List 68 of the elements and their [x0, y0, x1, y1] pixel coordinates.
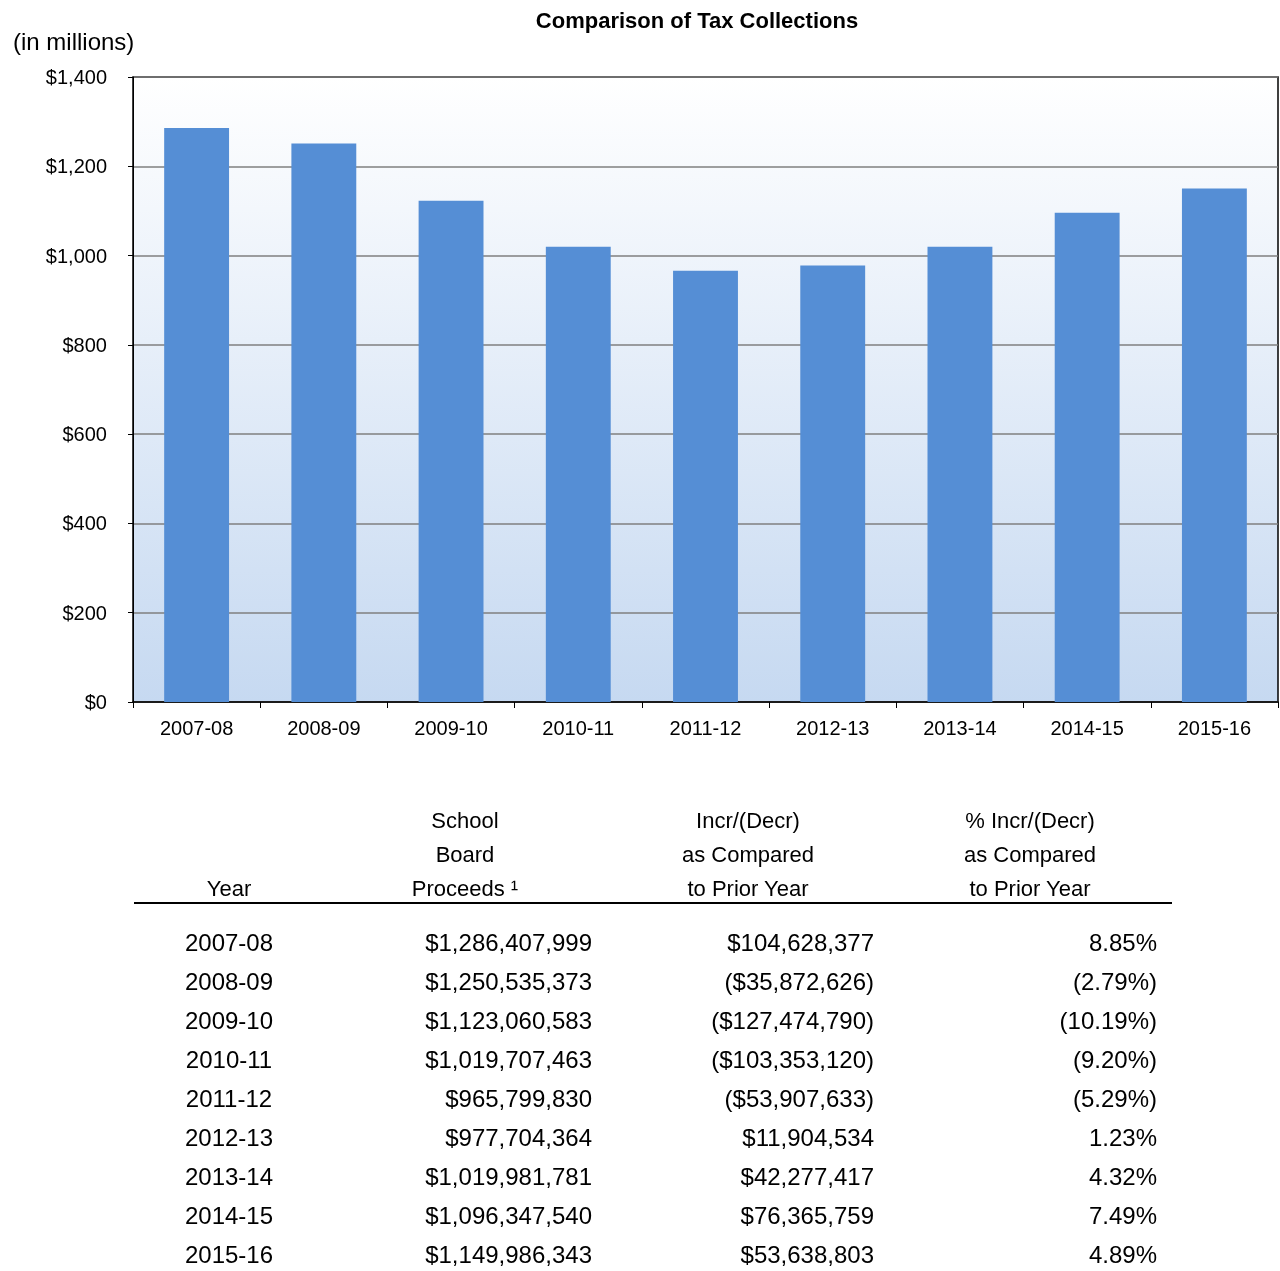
y-tick-label: $800: [62, 333, 107, 356]
x-tick-label: 2015-16: [1177, 717, 1252, 739]
text: $53,638,803: [740, 1241, 874, 1268]
text: 4.32%: [1088, 1163, 1157, 1190]
text: $977,704,364: [445, 1124, 592, 1151]
bar: [164, 127, 230, 702]
text: $104,628,377: [727, 929, 874, 956]
text: 2011-12: [185, 1085, 273, 1112]
text: 8.85%: [1088, 929, 1157, 956]
text: 7.49%: [1088, 1202, 1157, 1229]
bar: [673, 270, 738, 702]
text: 2009-10: [184, 1007, 274, 1034]
x-tick-label: 2007-08: [159, 717, 234, 739]
bar: [545, 246, 611, 702]
x-tick-label: 2011-12: [669, 717, 742, 739]
y-tick-label: $200: [62, 601, 107, 624]
text: 1.23%: [1088, 1124, 1157, 1151]
text: School Board Proceeds ¹: [411, 807, 519, 903]
text: $76,365,759: [740, 1202, 874, 1229]
text: $1,019,707,463: [425, 1046, 592, 1073]
y-axis-title: (in millions): [13, 27, 135, 55]
bar: [1181, 188, 1247, 702]
text: % Incr/(Decr) as Compared to Prior Year: [963, 807, 1097, 903]
x-tick-label: 2014-15: [1050, 717, 1124, 739]
text: 2007-08: [184, 929, 274, 956]
text: ($127,474,790): [711, 1007, 874, 1034]
text: ($53,907,633): [724, 1085, 874, 1112]
text: $965,799,830: [445, 1085, 592, 1112]
bar: [291, 143, 357, 702]
text: 2010-11: [185, 1046, 273, 1073]
y-tick-label: $1,200: [45, 155, 107, 178]
text: (2.79%): [1072, 968, 1157, 995]
text: Incr/(Decr) as Compared to Prior Year: [681, 807, 815, 903]
bar: [927, 246, 993, 702]
text: 2012-13: [184, 1124, 274, 1151]
x-tick-label: 2012-13: [796, 717, 870, 739]
text: $11,904,534: [742, 1124, 874, 1151]
text: (10.19%): [1059, 1007, 1157, 1034]
text: 2014-15: [184, 1202, 274, 1229]
y-tick-label: $0: [84, 691, 107, 713]
x-tick-label: 2008-09: [287, 717, 361, 739]
bar: [800, 265, 866, 702]
x-tick-label: 2013-14: [923, 717, 997, 739]
text: $1,123,060,583: [425, 1007, 592, 1034]
text: $42,277,417: [740, 1163, 874, 1190]
text: 2013-14: [184, 1163, 274, 1190]
x-tick-label: 2009-10: [414, 717, 488, 739]
text: $1,019,981,781: [425, 1163, 592, 1190]
text: 2008-09: [184, 968, 274, 995]
text: (9.20%): [1072, 1046, 1157, 1073]
text: Year: [206, 875, 252, 903]
y-tick-label: $400: [62, 512, 107, 535]
text: $1,250,535,373: [425, 968, 592, 995]
y-tick-label: $1,400: [45, 66, 107, 88]
x-tick-label: 2010-11: [542, 717, 615, 739]
text: (5.29%): [1072, 1085, 1157, 1112]
y-tick-label: $600: [62, 423, 107, 446]
y-tick-label: $1,000: [45, 244, 107, 267]
bar: [418, 200, 484, 702]
text: $1,286,407,999: [425, 929, 592, 956]
text: ($103,353,120): [711, 1046, 874, 1073]
text: 4.89%: [1088, 1241, 1157, 1268]
bar: [1054, 212, 1120, 702]
text: $1,149,986,343: [425, 1241, 592, 1268]
text: ($35,872,626): [724, 968, 874, 995]
text: 2015-16: [184, 1241, 274, 1268]
text: $1,096,347,540: [425, 1202, 592, 1229]
chart-title: Comparison of Tax Collections: [535, 7, 859, 33]
